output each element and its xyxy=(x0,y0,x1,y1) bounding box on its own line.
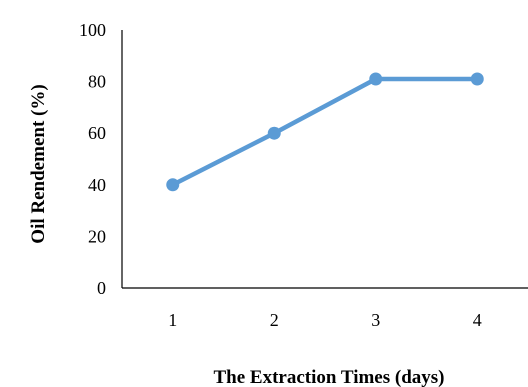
y-tick-label: 100 xyxy=(79,20,106,40)
y-axis-ticks: 0 20 40 60 80 100 xyxy=(79,20,106,298)
series-layer xyxy=(166,72,484,192)
data-point xyxy=(166,178,180,192)
y-axis-title: Oil Rendement (%) xyxy=(28,84,49,243)
y-tick-label: 40 xyxy=(88,175,106,195)
y-tick-label: 20 xyxy=(88,226,106,246)
x-axis-ticks: 1 2 3 4 xyxy=(168,310,482,330)
y-tick-label: 60 xyxy=(88,123,106,143)
x-tick-label: 1 xyxy=(168,310,177,330)
y-tick-label: 80 xyxy=(88,72,106,92)
x-tick-label: 3 xyxy=(371,310,380,330)
data-point xyxy=(470,72,484,86)
x-axis-title: The Extraction Times (days) xyxy=(214,367,445,387)
y-tick-label: 0 xyxy=(97,278,106,298)
data-point xyxy=(369,72,383,86)
series-line xyxy=(170,76,480,188)
x-tick-label: 4 xyxy=(473,310,482,330)
data-point xyxy=(267,126,281,140)
x-tick-label: 2 xyxy=(270,310,279,330)
